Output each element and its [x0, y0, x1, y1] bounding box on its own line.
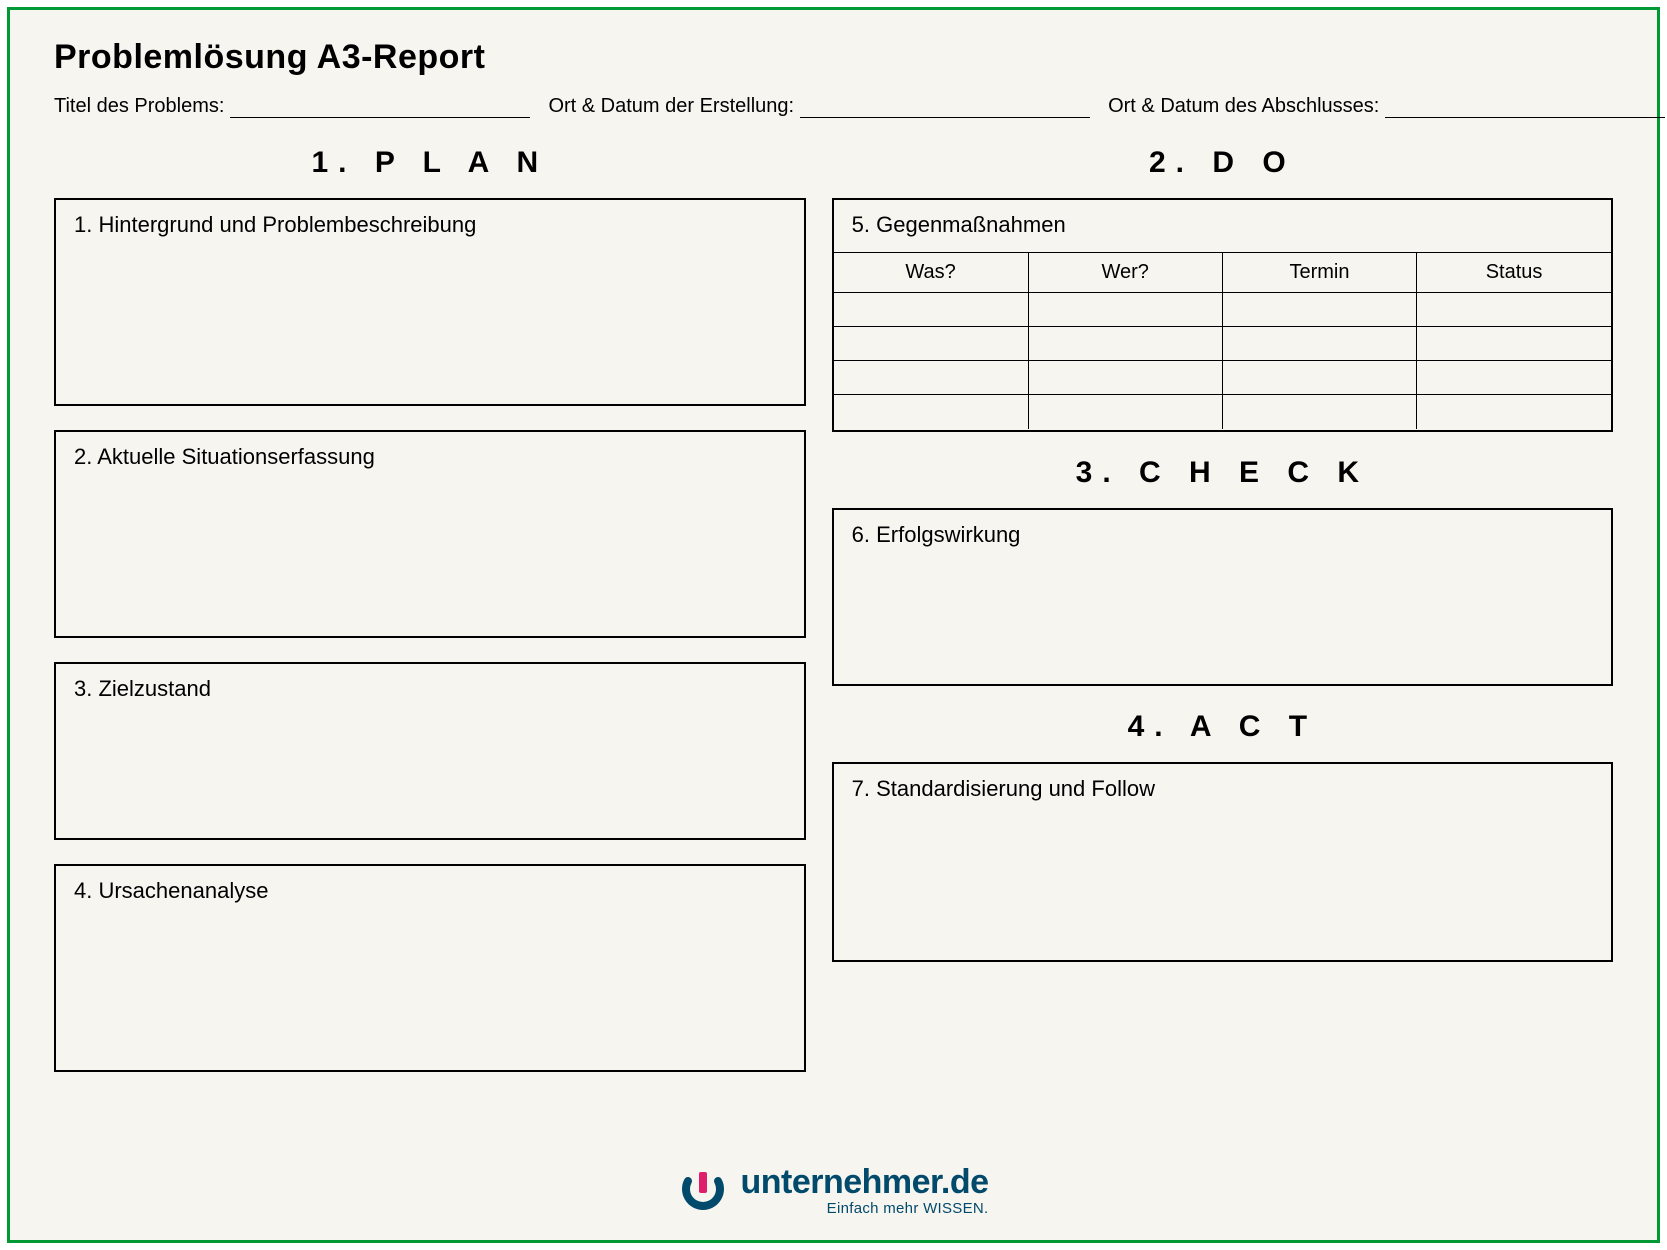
column-plan: 1. P L A N 1. Hintergrund und Problembes…: [54, 138, 806, 1096]
box-current-situation-label: 2. Aktuelle Situationserfassung: [56, 432, 804, 470]
meta-created-line[interactable]: [800, 96, 1090, 118]
logo-icon: [678, 1166, 728, 1216]
logo-text: unternehmer.de Einfach mehr WISSEN.: [740, 1165, 988, 1216]
meta-created: Ort & Datum der Erstellung:: [548, 95, 1090, 118]
meta-closed: Ort & Datum des Abschlusses:: [1108, 95, 1665, 118]
box-root-cause[interactable]: 4. Ursachenanalyse: [54, 864, 806, 1072]
phase-plan-heading: 1. P L A N: [54, 146, 806, 180]
box-standardization[interactable]: 7. Standardisierung und Follow: [832, 762, 1613, 962]
box-effect[interactable]: 6. Erfolgswirkung: [832, 508, 1613, 686]
logo-main-text: unternehmer.de: [740, 1165, 988, 1199]
box-target-state-label: 3. Zielzustand: [56, 664, 804, 702]
countermeasures-table: Was? Wer? Termin Status: [834, 252, 1611, 429]
table-row[interactable]: [834, 395, 1611, 429]
meta-closed-line[interactable]: [1385, 96, 1665, 118]
meta-closed-label: Ort & Datum des Abschlusses:: [1108, 95, 1379, 118]
phase-check-heading: 3. C H E C K: [832, 456, 1613, 490]
box-countermeasures-label: 5. Gegenmaßnahmen: [834, 200, 1611, 238]
box-standardization-label: 7. Standardisierung und Follow: [834, 764, 1611, 802]
phase-do-heading: 2. D O: [832, 146, 1613, 180]
meta-problem-title: Titel des Problems:: [54, 95, 530, 118]
box-background[interactable]: 1. Hintergrund und Problembeschreibung: [54, 198, 806, 406]
table-header-row: Was? Wer? Termin Status: [834, 253, 1611, 293]
box-current-situation[interactable]: 2. Aktuelle Situationserfassung: [54, 430, 806, 638]
box-background-label: 1. Hintergrund und Problembeschreibung: [56, 200, 804, 238]
col-who: Wer?: [1028, 253, 1222, 293]
box-target-state[interactable]: 3. Zielzustand: [54, 662, 806, 840]
logo-sub-text: Einfach mehr WISSEN.: [740, 1201, 988, 1216]
table-body: [834, 293, 1611, 429]
meta-row: Titel des Problems: Ort & Datum der Erst…: [54, 95, 1613, 118]
col-status: Status: [1417, 253, 1611, 293]
table-row[interactable]: [834, 361, 1611, 395]
columns: 1. P L A N 1. Hintergrund und Problembes…: [54, 138, 1613, 1096]
col-what: Was?: [834, 253, 1028, 293]
page-title: Problemlösung A3-Report: [54, 38, 1613, 77]
column-do-check-act: 2. D O 5. Gegenmaßnahmen Was? Wer? Termi…: [832, 138, 1613, 1096]
footer-logo: unternehmer.de Einfach mehr WISSEN.: [10, 1165, 1657, 1216]
col-due: Termin: [1222, 253, 1416, 293]
meta-created-label: Ort & Datum der Erstellung:: [548, 95, 794, 118]
report-frame: Problemlösung A3-Report Titel des Proble…: [7, 7, 1660, 1243]
table-row[interactable]: [834, 327, 1611, 361]
box-effect-label: 6. Erfolgswirkung: [834, 510, 1611, 548]
table-row[interactable]: [834, 293, 1611, 327]
box-root-cause-label: 4. Ursachenanalyse: [56, 866, 804, 904]
meta-problem-title-line[interactable]: [230, 96, 530, 118]
box-countermeasures[interactable]: 5. Gegenmaßnahmen Was? Wer? Termin Statu…: [832, 198, 1613, 432]
phase-act-heading: 4. A C T: [832, 710, 1613, 744]
meta-problem-title-label: Titel des Problems:: [54, 95, 224, 118]
